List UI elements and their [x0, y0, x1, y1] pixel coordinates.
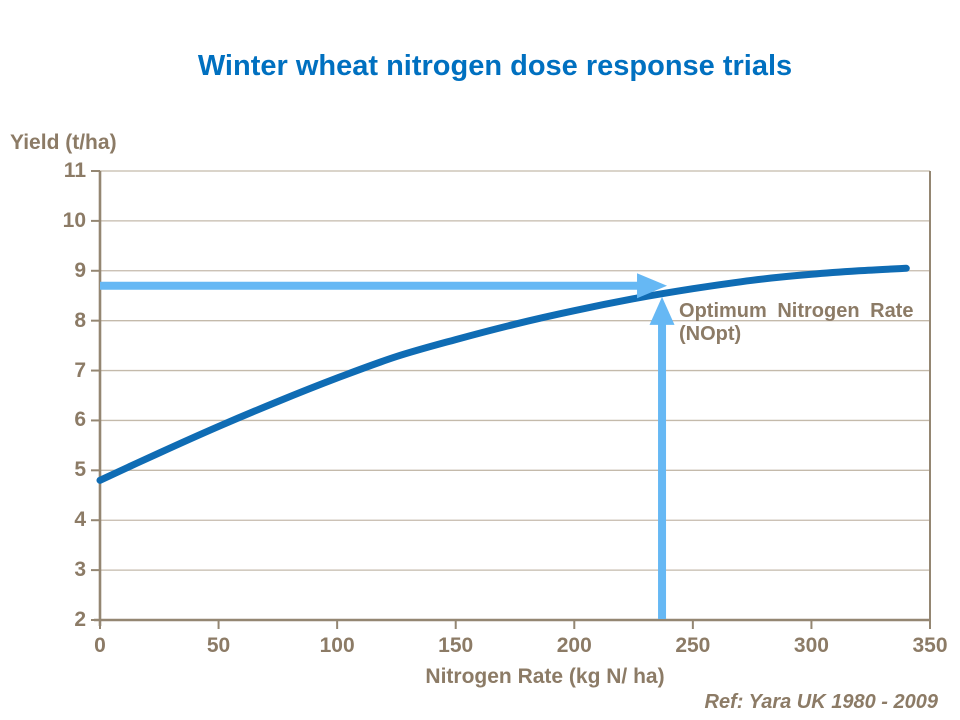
x-axis-label: Nitrogen Rate (kg N/ ha) [425, 665, 665, 688]
optimum-annotation-line2: (NOpt) [679, 322, 742, 345]
y-tick-label: 2 [74, 608, 86, 631]
x-tick-label: 50 [206, 634, 231, 657]
x-tick-label: 250 [675, 634, 711, 657]
chart-title: Winter wheat nitrogen dose response tria… [197, 50, 793, 82]
y-tick-label: 7 [74, 358, 86, 382]
y-tick-label: 3 [74, 558, 86, 582]
y-tick-label: 4 [74, 508, 86, 532]
y-tick-label: 6 [74, 408, 86, 432]
x-tick-label: 200 [556, 634, 592, 657]
y-tick-label: 9 [74, 258, 86, 282]
reference-text: Ref: Yara UK 1980 - 2009 [704, 691, 938, 713]
optimum-annotation-line1: Optimum Nitrogen Rate [679, 299, 914, 322]
optimum-annotation: Optimum Nitrogen Rate (NOpt) [679, 300, 913, 346]
y-tick-label: 8 [74, 308, 86, 332]
x-tick-label: 150 [438, 634, 474, 657]
y-tick-label: 5 [74, 458, 86, 482]
x-tick-label: 100 [319, 634, 355, 657]
y-tick-label: 10 [62, 208, 86, 232]
y-axis-label: Yield (t/ha) [10, 131, 117, 154]
y-tick-label: 11 [63, 159, 86, 182]
optimum-vertical-arrow-head [649, 296, 675, 325]
optimum-horizontal-arrow-head [637, 273, 668, 299]
x-tick-label: 0 [94, 634, 106, 657]
x-tick-label: 350 [912, 634, 948, 657]
yield-response-curve [96, 264, 910, 484]
x-tick-label: 300 [793, 634, 829, 657]
